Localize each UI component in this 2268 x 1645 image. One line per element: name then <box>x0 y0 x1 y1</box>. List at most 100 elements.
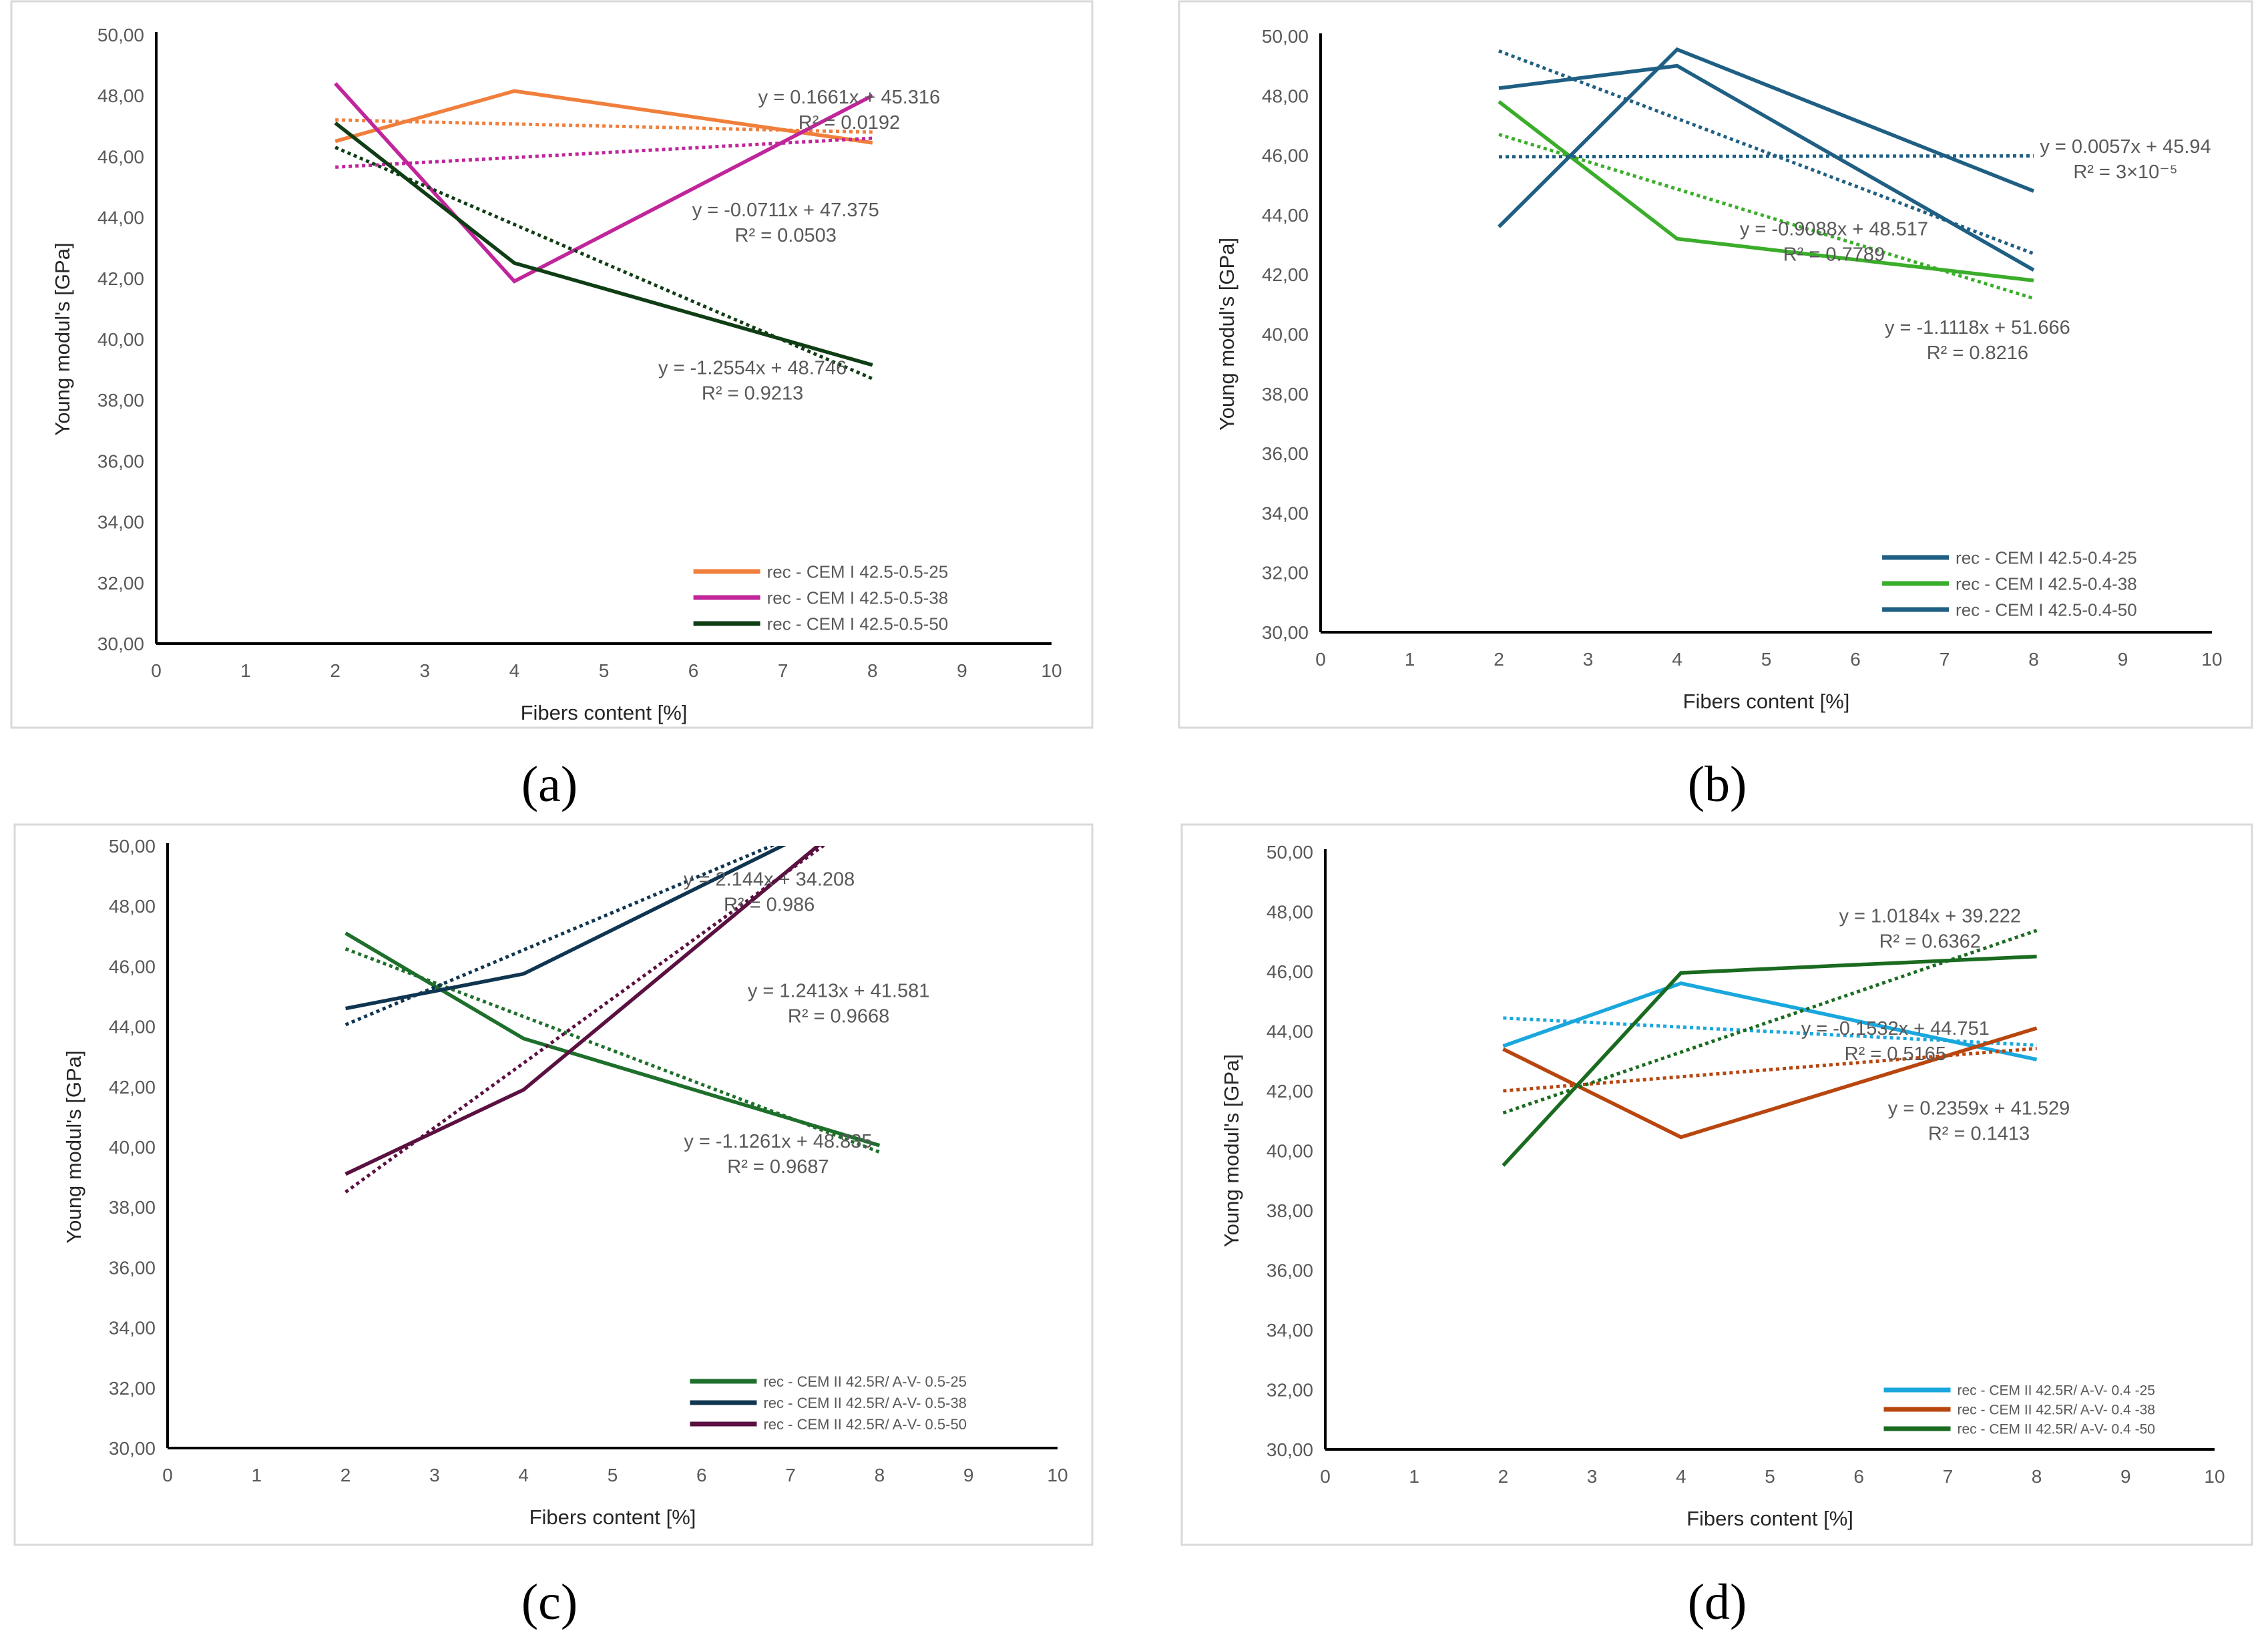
y-tick-label: 44,00 <box>97 208 144 228</box>
x-tick-label: 9 <box>963 1465 974 1485</box>
y-tick-label: 48,00 <box>97 85 144 106</box>
panel-label: (a) <box>521 756 578 812</box>
r-squared: R² = 0.986 <box>724 895 815 916</box>
x-tick-label: 2 <box>341 1465 351 1485</box>
legend-label: rec - CEM I 42.5-0.5-25 <box>767 561 949 581</box>
series-line <box>345 846 786 1011</box>
chart-panel-c: 30,00 32,00 34,00 36,00 38,00 40,00 42,00 44,00… <box>13 823 1094 1546</box>
x-tick-label: 3 <box>1583 649 1594 670</box>
x-tick-label: 9 <box>2120 1466 2131 1487</box>
y-axis-title: Young modul's [GPa] <box>1215 238 1238 431</box>
x-tick-label: 4 <box>1676 1466 1686 1487</box>
legend-label: rec - CEM I 42.5-0.5-50 <box>767 614 949 634</box>
x-axis-title: Fibers content [%] <box>529 1505 696 1529</box>
legend: rec - CEM II 42.5R/ A-V- 0.4 -25 rec - CE… <box>1883 1383 2155 1437</box>
x-tick-label: 2 <box>1494 649 1504 670</box>
legend-label: rec - CEM II 42.5R/ A-V- 0.5-50 <box>763 1416 966 1433</box>
r-squared: R² = 0.9687 <box>727 1156 829 1178</box>
legend: rec - CEM I 42.5-0.5-25 rec - CEM I 42.5-… <box>693 561 949 634</box>
legend-label: rec - CEM II 42.5R/ A-V- 0.4 -50 <box>1957 1422 2154 1437</box>
chart-frame <box>10 0 1094 729</box>
r-squared: R² = 0.5165 <box>1845 1043 1946 1065</box>
legend: rec - CEM II 42.5R/ A-V- 0.5-25 rec - CEM… <box>690 1373 967 1433</box>
x-tick-label: 7 <box>785 1465 796 1485</box>
y-tick-label: 42,00 <box>109 1077 156 1098</box>
trend-equation: y = 1.0184x + 39.222 <box>1839 905 2022 927</box>
x-tick-label: 10 <box>2201 649 2222 670</box>
y-tick-label: 38,00 <box>109 1197 156 1218</box>
x-tick-label: 10 <box>2204 1466 2225 1487</box>
y-tick-label: 46,00 <box>97 146 144 167</box>
series-line <box>1498 47 2035 228</box>
trend-equation: y = 0.0057x + 45.94 <box>2040 136 2211 158</box>
x-tick-label: 8 <box>867 660 878 681</box>
x-tick-label: 0 <box>1320 1466 1331 1487</box>
x-tick-label: 1 <box>1405 649 1415 670</box>
chart-frame <box>1178 0 2253 729</box>
chart-panel-a: 30,00 32,00 34,00 36,00 38,00 40,00 42,00 44,00… <box>10 0 1094 729</box>
y-tick-label: 42,00 <box>1267 1081 1313 1102</box>
legend-label: rec - CEM I 42.5-0.4-25 <box>1956 547 2137 567</box>
y-tick-label: 42,00 <box>97 268 144 289</box>
trend-equation: y = 0.2359x + 41.529 <box>1888 1098 2070 1120</box>
y-tick-label: 30,00 <box>97 634 144 654</box>
r-squared: R² = 3×10⁻⁵ <box>2073 162 2177 183</box>
x-tick-label: 6 <box>1850 649 1861 670</box>
x-tick-label: 1 <box>1409 1466 1419 1487</box>
legend: rec - CEM I 42.5-0.4-25 rec - CEM I 42.5-… <box>1882 547 2137 620</box>
trend-equation: y = -1.2554x + 48.746 <box>658 357 847 379</box>
trend-equation: y = 1.2413x + 41.581 <box>748 980 930 1001</box>
y-tick-label: 30,00 <box>1267 1439 1313 1460</box>
legend-label: rec - CEM I 42.5-0.4-50 <box>1956 600 2137 620</box>
r-squared: R² = 0.7789 <box>1783 244 1885 265</box>
y-tick-label: 40,00 <box>1262 324 1309 345</box>
y-tick-label: 34,00 <box>1262 503 1309 523</box>
y-tick-label: 46,00 <box>109 956 156 977</box>
r-squared: R² = 0.6362 <box>1879 931 1981 952</box>
panel-label: (c) <box>521 1574 578 1630</box>
series-line <box>345 846 821 1176</box>
trend-equation: y = -0.0711x + 47.375 <box>692 200 879 221</box>
r-squared: R² = 0.9213 <box>702 383 803 404</box>
r-squared: R² = 0.8216 <box>1927 342 2028 364</box>
x-tick-label: 0 <box>162 1465 173 1485</box>
y-tick-label: 50,00 <box>1267 842 1313 863</box>
panel-label: (b) <box>1688 756 1747 812</box>
y-tick-label: 46,00 <box>1262 146 1309 166</box>
series-line <box>1498 100 2034 282</box>
x-tick-label: 4 <box>518 1465 529 1485</box>
legend-label: rec - CEM I 42.5-0.5-38 <box>767 588 949 608</box>
x-tick-label: 7 <box>1940 649 1950 670</box>
x-axis-title: Fibers content [%] <box>1683 690 1850 713</box>
series-line <box>1498 63 2035 272</box>
y-tick-label: 32,00 <box>109 1378 156 1399</box>
plot-area <box>345 846 881 1194</box>
y-axis-title: Young modul's [GPa] <box>1220 1054 1243 1247</box>
chart-frame <box>1180 823 2253 1546</box>
y-tick-label: 50,00 <box>1262 26 1309 47</box>
legend-label: rec - CEM II 42.5R/ A-V- 0.5-25 <box>763 1373 966 1390</box>
y-tick-label: 48,00 <box>109 896 156 917</box>
x-tick-label: 5 <box>1765 1466 1775 1487</box>
trendline <box>1503 1016 2037 1047</box>
r-squared: R² = 0.0503 <box>735 225 837 246</box>
y-tick-label: 36,00 <box>109 1257 156 1278</box>
x-tick-label: 9 <box>957 660 967 681</box>
x-tick-label: 7 <box>778 660 788 681</box>
x-tick-label: 5 <box>599 660 610 681</box>
x-axis-title: Fibers content [%] <box>521 701 688 724</box>
y-tick-label: 36,00 <box>1267 1260 1313 1281</box>
y-tick-label: 32,00 <box>97 573 144 594</box>
panel-label: (d) <box>1688 1574 1747 1630</box>
r-squared: R² = 0.9668 <box>788 1005 889 1027</box>
y-tick-label: 44,00 <box>1267 1021 1313 1042</box>
x-tick-label: 4 <box>1672 649 1682 670</box>
series-line <box>1502 1026 2038 1140</box>
x-tick-label: 7 <box>1943 1466 1954 1487</box>
y-tick-label: 38,00 <box>97 390 144 411</box>
trend-equation: y = 0.1661x + 45.316 <box>758 87 941 108</box>
x-axis-title: Fibers content [%] <box>1686 1507 1853 1530</box>
y-tick-label: 30,00 <box>109 1438 156 1459</box>
series-line <box>345 931 881 1148</box>
